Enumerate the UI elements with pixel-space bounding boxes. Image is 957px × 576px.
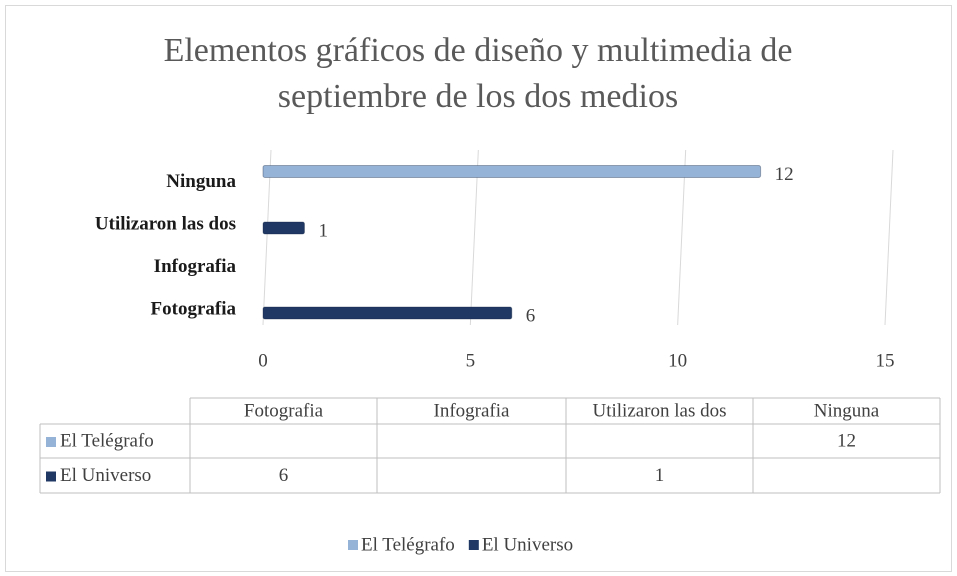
grid-line (677, 149, 687, 326)
legend-key (348, 540, 358, 550)
legend-label: El Telégrafo (361, 534, 455, 555)
table-row-label: El Universo (60, 465, 151, 486)
table-row-label: El Telégrafo (60, 430, 154, 451)
table-cell: 1 (655, 465, 665, 486)
grid-line (262, 149, 272, 326)
bar (262, 165, 762, 178)
chart-title: Elementos gráficos de diseño y multimedi… (163, 32, 793, 115)
legend-key (468, 540, 479, 550)
x-tick-label: 0 (258, 350, 268, 371)
chart-border (5, 5, 952, 572)
table-legend-key (46, 437, 56, 447)
table-legend-key (46, 471, 56, 482)
bar (262, 221, 305, 235)
x-tick-label: 15 (876, 350, 895, 371)
table-cell: 12 (837, 430, 856, 451)
x-tick-label: 5 (466, 350, 476, 371)
grid-line (469, 149, 479, 326)
legend-label: El Universo (482, 534, 573, 555)
bar (262, 306, 513, 320)
data-label: 12 (775, 164, 794, 185)
y-tick-label: Ninguna (166, 171, 236, 192)
table-header: Fotografia (244, 400, 324, 421)
grid-line (884, 149, 894, 326)
table-cell: 6 (279, 465, 289, 486)
y-tick-label: Fotografia (151, 298, 237, 319)
table-header: Infografia (434, 400, 511, 421)
y-tick-label: Utilizaron las dos (95, 213, 236, 234)
table-header: Utilizaron las dos (592, 400, 726, 421)
data-label: 1 (318, 220, 328, 241)
table-header: Ninguna (814, 400, 880, 421)
y-tick-label: Infografia (154, 256, 237, 277)
data-label: 6 (526, 305, 536, 326)
x-tick-label: 10 (668, 350, 687, 371)
